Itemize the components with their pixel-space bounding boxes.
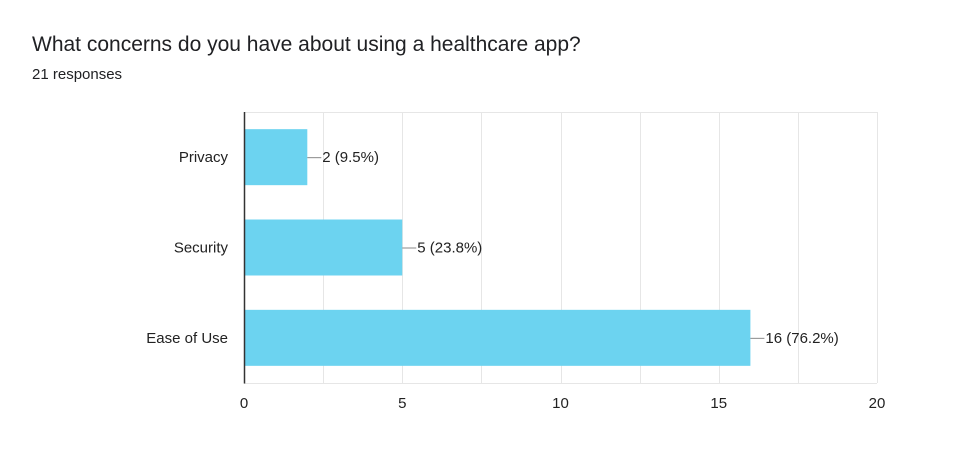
x-tick-label: 15 (710, 395, 727, 412)
bars (244, 129, 751, 366)
category-label: Ease of Use (146, 330, 228, 347)
x-tick-label: 0 (240, 395, 248, 412)
labels: Privacy 2 (9.5%) Security 5 (23.8%) Ease of … (146, 149, 885, 412)
chart-title: What concerns do you have about using a … (32, 33, 581, 56)
data-label: 5 (23.8%) (417, 240, 482, 257)
category-label: Security (174, 240, 229, 257)
x-tick-label: 10 (552, 395, 569, 412)
category-label: Privacy (179, 149, 229, 166)
bar-privacy (244, 129, 308, 186)
bar-ease-of-use (244, 309, 751, 366)
x-tick-label: 5 (398, 395, 406, 412)
bar-security (244, 219, 403, 276)
data-label: 16 (76.2%) (765, 330, 838, 347)
x-tick-label: 20 (869, 395, 886, 412)
data-label: 2 (9.5%) (322, 149, 379, 166)
response-count: 21 responses (32, 66, 123, 83)
